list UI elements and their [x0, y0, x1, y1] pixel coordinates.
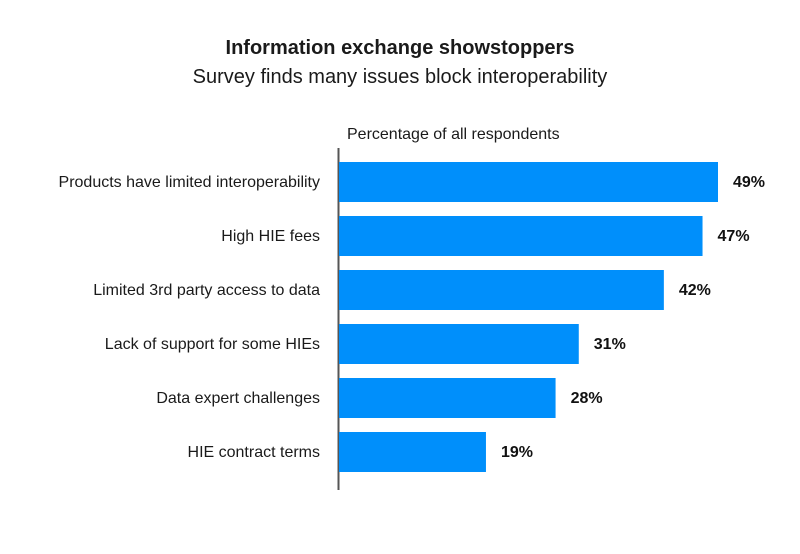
value-label: 28%: [571, 390, 603, 407]
bar: [339, 162, 718, 202]
bar: [339, 378, 556, 418]
value-label: 42%: [679, 282, 711, 299]
value-label: 31%: [594, 336, 626, 353]
category-label: Products have limited interoperability: [59, 174, 320, 191]
category-label: Limited 3rd party access to data: [93, 282, 320, 299]
bar: [339, 432, 486, 472]
category-label: High HIE fees: [221, 228, 320, 245]
chart-title: Information exchange showstoppers: [225, 37, 575, 59]
bar: [339, 216, 703, 256]
value-label: 19%: [501, 444, 533, 461]
bar: [339, 270, 664, 310]
axis-title: Percentage of all respondents: [347, 126, 560, 143]
category-label: Data expert challenges: [156, 390, 320, 407]
value-label: 47%: [718, 228, 750, 245]
bar: [339, 324, 579, 364]
category-label: HIE contract terms: [188, 444, 320, 461]
chart-subtitle: Survey finds many issues block interoper…: [192, 66, 608, 88]
category-label: Lack of support for some HIEs: [105, 336, 320, 353]
value-label: 49%: [733, 174, 765, 191]
